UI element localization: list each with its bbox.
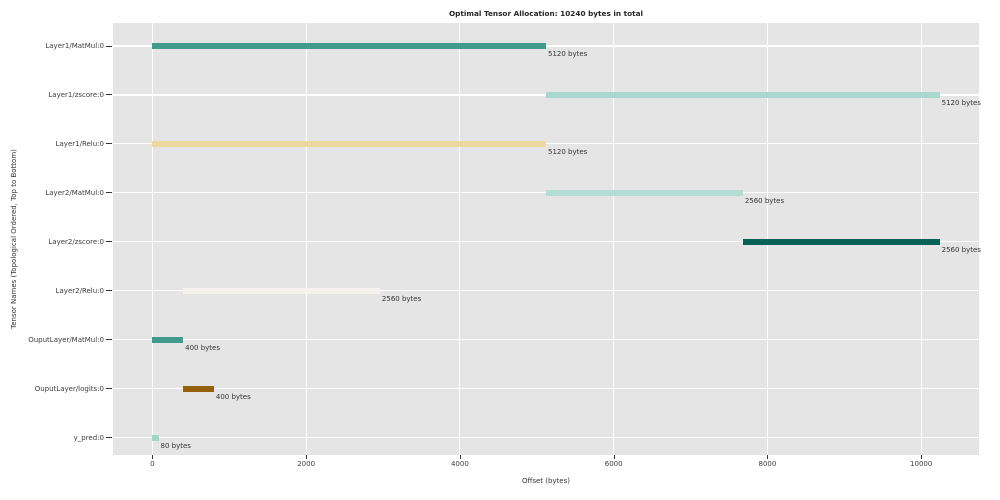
x-axis-label: Offset (bytes) — [521, 477, 570, 485]
x-tick-label: 10000 — [910, 460, 933, 468]
size-annotation-layer1-zscore-0: 5120 bytes — [941, 98, 981, 107]
size-annotation-layer1-matmul-0: 5120 bytes — [548, 50, 588, 58]
x-gridline — [305, 23, 307, 455]
y-tick-mark — [106, 45, 112, 47]
x-tick-label: 0 — [150, 460, 155, 468]
y-tick-label-ouputlayer-logits-0: OuputLayer/logits:0 — [34, 384, 104, 393]
y-tick-label-layer1-zscore-0: Layer1/zscore:0 — [48, 90, 104, 99]
y-tick-label-layer2-matmul-0: Layer2/MatMul:0 — [45, 188, 104, 197]
x-tick-mark — [921, 455, 923, 459]
y-tick-mark — [106, 241, 112, 243]
y-gridline — [113, 387, 979, 390]
size-annotation-ouputlayer-matmul-0: 400 bytes — [185, 343, 220, 352]
bar-ouputlayer-logits-0 — [183, 385, 214, 392]
x-gridline — [459, 23, 461, 455]
y-tick-label-ouputlayer-matmul-0: OuputLayer/MatMul:0 — [28, 335, 104, 344]
bar-ouputlayer-matmul-0 — [152, 336, 184, 343]
y-tick-mark — [106, 143, 112, 145]
y-gridline — [113, 241, 979, 243]
size-annotation-layer1-relu-0: 5120 bytes — [548, 147, 588, 156]
y-gridline — [113, 290, 979, 292]
y-tick-label-layer1-relu-0: Layer1/Relu:0 — [55, 139, 104, 148]
y-tick-mark — [106, 388, 112, 390]
y-tick-mark — [106, 94, 112, 96]
x-tick-mark — [459, 455, 461, 459]
y-tick-label-layer2-zscore-0: Layer2/zscore:0 — [48, 237, 104, 246]
x-tick-label: 6000 — [604, 460, 623, 468]
y-gridline — [113, 339, 979, 341]
y-gridline — [113, 45, 979, 47]
size-annotation-ouputlayer-logits-0: 400 bytes — [215, 392, 251, 401]
bar-layer1-matmul-0 — [152, 43, 546, 49]
bar-layer2-matmul-0 — [546, 189, 743, 196]
x-gridline — [151, 23, 153, 455]
y-tick-label-y-pred-0: y_pred:0 — [73, 433, 104, 442]
size-annotation-layer2-zscore-0: 2560 bytes — [941, 245, 981, 254]
size-annotation-y-pred-0: 80 bytes — [160, 441, 191, 450]
y-gridline — [113, 143, 979, 145]
bar-layer1-relu-0 — [152, 140, 546, 147]
y-tick-label-layer2-relu-0: Layer2/Relu:0 — [55, 286, 104, 295]
y-tick-label-layer1-matmul-0: Layer1/MatMul:0 — [45, 42, 104, 50]
y-tick-mark — [106, 192, 112, 194]
y-gridline — [113, 436, 979, 439]
size-annotation-layer2-matmul-0: 2560 bytes — [744, 196, 785, 205]
chart-title: Optimal Tensor Allocation: 10240 bytes i… — [448, 9, 644, 18]
bar-layer2-zscore-0 — [742, 238, 940, 245]
y-tick-mark — [106, 339, 112, 341]
bar-layer1-zscore-0 — [546, 91, 940, 98]
bar-y-pred-0 — [152, 434, 159, 441]
x-tick-label: 4000 — [450, 460, 469, 468]
x-tick-label: 2000 — [297, 460, 316, 468]
x-gridline — [613, 23, 615, 455]
x-tick-label: 8000 — [758, 460, 777, 468]
y-tick-mark — [106, 437, 112, 439]
x-tick-mark — [152, 455, 154, 459]
bar-layer2-relu-0 — [183, 287, 380, 294]
x-tick-mark — [306, 455, 308, 459]
x-tick-mark — [767, 455, 769, 459]
size-annotation-layer2-relu-0: 2560 bytes — [381, 294, 422, 303]
y-tick-mark — [106, 290, 112, 292]
x-tick-mark — [613, 455, 615, 459]
